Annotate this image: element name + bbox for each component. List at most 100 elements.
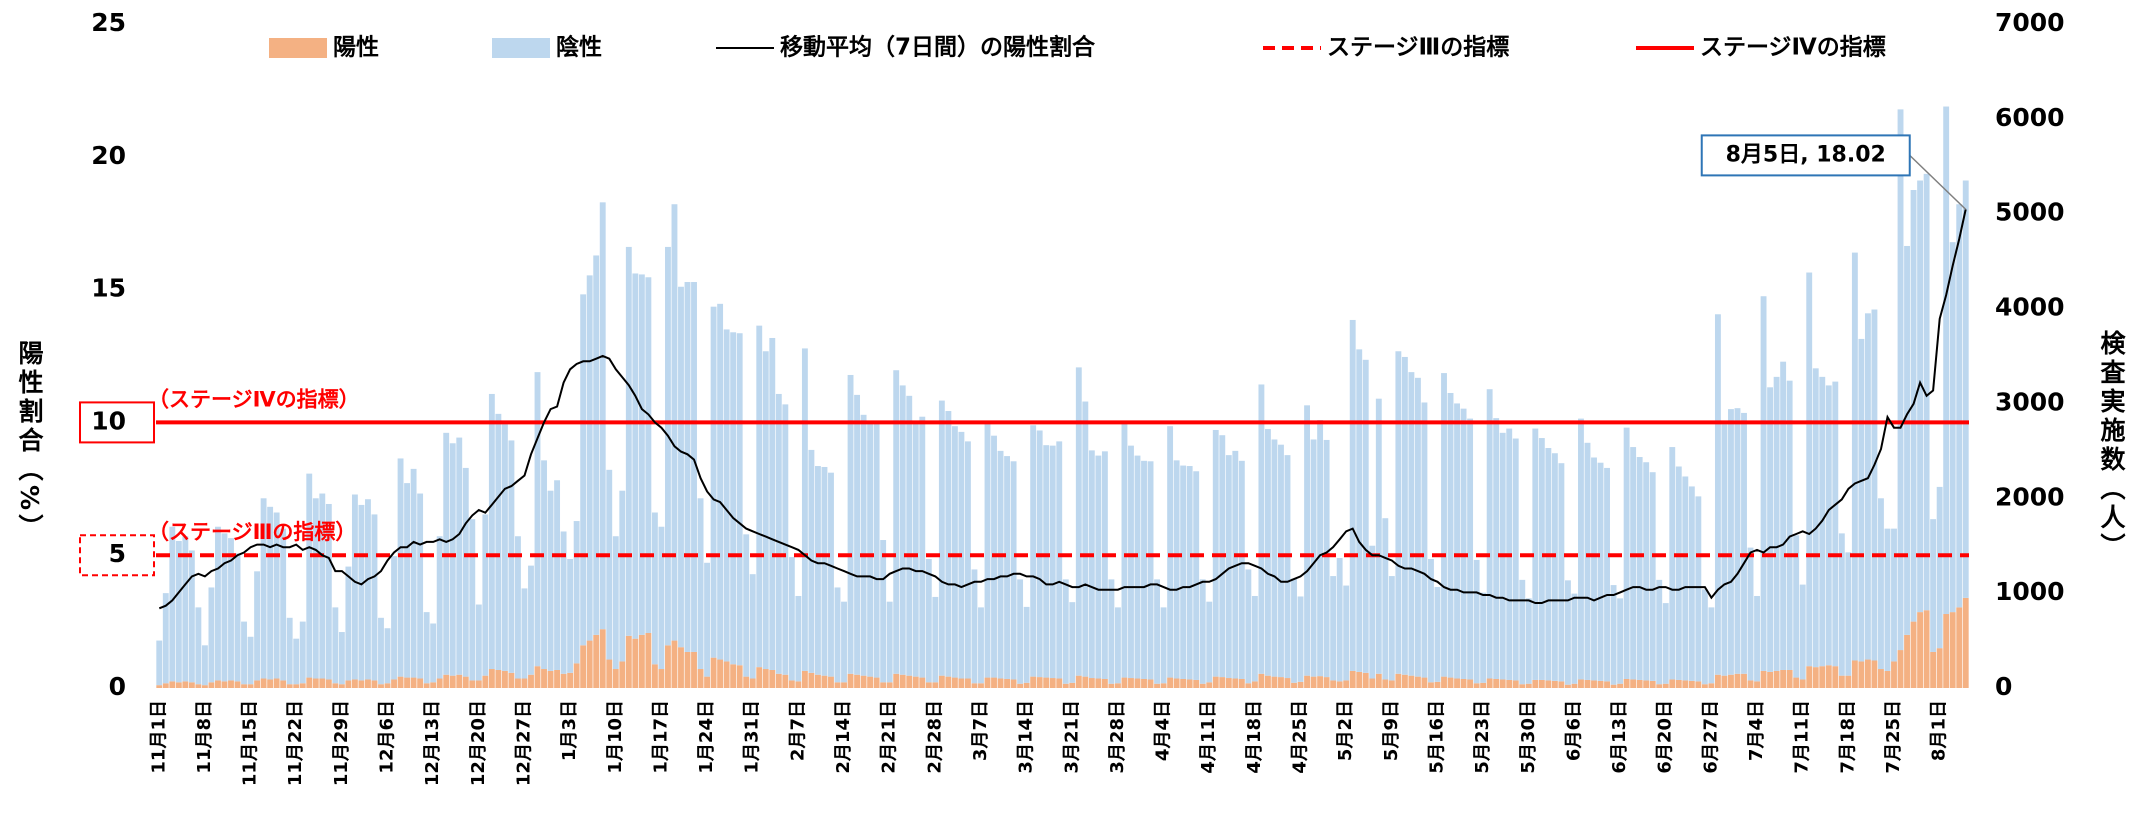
bar [1251, 681, 1258, 688]
reference-label: （ステージⅢの指標） [148, 520, 356, 544]
bar [1656, 579, 1663, 685]
bar [1310, 439, 1317, 677]
y2-tick-label: 6000 [1995, 103, 2065, 132]
bar [1584, 442, 1591, 680]
bar [847, 673, 854, 688]
bar [730, 664, 737, 688]
bar [384, 683, 391, 688]
bar [1441, 373, 1447, 677]
bar [1349, 319, 1356, 671]
bar [247, 684, 254, 688]
bar [821, 675, 828, 688]
bar [1773, 670, 1780, 688]
bar [1793, 535, 1800, 678]
bar [1610, 585, 1617, 685]
bar [1780, 669, 1787, 688]
bar [182, 681, 189, 688]
x-tick-label: 7月25日 [1883, 700, 1904, 774]
bar [815, 466, 821, 675]
bar [1623, 427, 1630, 679]
x-tick-label: 3月21日 [1061, 700, 1082, 774]
bar [1649, 680, 1656, 688]
bar [1134, 678, 1141, 688]
tick-label-box [79, 534, 155, 577]
bar [984, 421, 991, 678]
bar [1212, 676, 1219, 688]
bar [1095, 678, 1102, 688]
bar [1571, 683, 1578, 688]
bar [280, 680, 287, 688]
bar [299, 621, 306, 684]
bar [1304, 675, 1310, 688]
bar [156, 685, 163, 688]
bar [1891, 661, 1897, 688]
bar [1871, 660, 1878, 688]
bar [1825, 385, 1832, 666]
x-tick-label: 5月23日 [1472, 700, 1493, 774]
bar [1884, 528, 1891, 671]
bar [717, 303, 724, 660]
y-tick-label: 15 [91, 274, 126, 303]
y2-tick-label: 1000 [1995, 577, 2065, 606]
bar [1428, 682, 1434, 688]
bar [580, 294, 587, 646]
bar [665, 645, 671, 688]
bar [619, 661, 626, 688]
bar [410, 677, 417, 688]
bar [554, 669, 561, 688]
x-tick-label: 11月8日 [194, 700, 215, 774]
bar [906, 395, 913, 676]
bar [488, 393, 495, 670]
y-tick-label: 20 [91, 141, 126, 170]
bar [1030, 425, 1037, 677]
bar [1160, 607, 1167, 684]
x-tick-label: 2月7日 [787, 700, 808, 761]
bar [1493, 418, 1500, 679]
bar [1460, 408, 1467, 679]
bar [860, 414, 867, 676]
callout-leader [1909, 154, 1967, 210]
x-tick-label: 7月4日 [1746, 700, 1767, 761]
bar [1062, 683, 1069, 688]
bar [267, 506, 274, 680]
bar [1578, 679, 1584, 688]
bar [1017, 579, 1024, 684]
bar [1858, 338, 1865, 662]
bar [1845, 675, 1852, 688]
bar [228, 538, 234, 681]
x-tick-label: 5月2日 [1335, 700, 1356, 761]
bar [541, 460, 547, 670]
bar [273, 678, 280, 688]
x-tick-label: 1月17日 [650, 700, 671, 774]
bar [1695, 496, 1702, 682]
bar [215, 526, 221, 681]
bar [1362, 672, 1369, 688]
bar [743, 676, 750, 688]
bar [1010, 679, 1017, 688]
bar [1101, 451, 1108, 679]
legend-label: 移動平均（7日間）の陽性割合 [780, 34, 1096, 61]
bar [1532, 428, 1539, 680]
bar [188, 682, 195, 688]
bar [1519, 684, 1526, 688]
bar [188, 550, 195, 683]
bar [815, 674, 821, 688]
bar [1780, 361, 1787, 670]
bar [1832, 666, 1839, 688]
bar [854, 674, 861, 688]
bar [1591, 457, 1597, 681]
bar [1930, 651, 1937, 688]
x-tick-label: 7月18日 [1837, 700, 1858, 774]
bar [1760, 296, 1767, 671]
bar [1623, 678, 1630, 688]
bar [841, 682, 847, 688]
bar [1101, 678, 1108, 688]
bar [365, 499, 371, 680]
bar [632, 638, 639, 688]
bar [1454, 678, 1460, 688]
bar [1675, 466, 1682, 680]
bar [945, 411, 952, 677]
bar [1428, 558, 1434, 683]
x-tick-label: 6月27日 [1700, 700, 1721, 774]
bar [978, 683, 984, 688]
